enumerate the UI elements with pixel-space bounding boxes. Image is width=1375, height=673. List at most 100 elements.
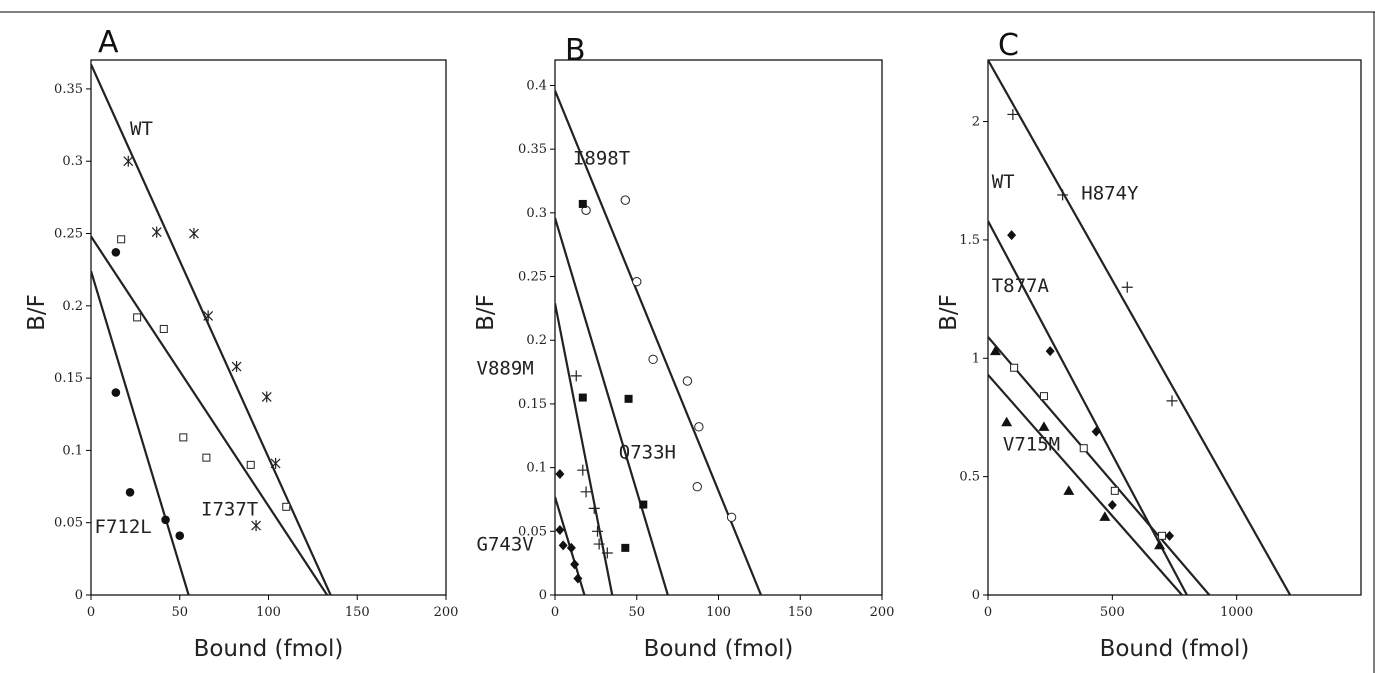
panel-c: C 0 0.5 1 1.5 2 0 500 1000 Bound (fmol) B/F H874Y WT… xyxy=(936,28,1361,662)
panel-b-q733h-point xyxy=(621,544,629,552)
panel-c-label-wt: WT xyxy=(992,171,1015,193)
panel-b-g743v-point xyxy=(570,559,579,569)
panel-b-q733h-point xyxy=(579,394,587,402)
panel-a: A 0 0.05 0.1 0.15 0.2 0.25 0.3 0.35 0 50 100 150 200 B… xyxy=(24,25,458,662)
panel-a-i737t-point xyxy=(283,503,290,510)
panel-a-wt-point xyxy=(271,458,280,469)
panel-b-v889m-fit-line xyxy=(555,303,612,595)
panel-c-v715m-point xyxy=(1063,485,1074,495)
panel-b-y-tick-label: 0 xyxy=(539,588,547,603)
panel-b-i898t-point xyxy=(633,277,641,285)
panel-a-f712l-point xyxy=(112,388,121,397)
panel-b-y-tick-label: 0.1 xyxy=(526,461,547,476)
panel-a-i737t-point xyxy=(160,325,167,332)
panel-a-wt-point xyxy=(189,228,198,239)
panel-a-wt-point xyxy=(232,361,241,372)
panel-c-y-axis-title: B/F xyxy=(936,294,962,331)
panel-c-t877a-point xyxy=(1159,532,1166,539)
panel-a-x-tick-label: 150 xyxy=(345,605,370,620)
panel-b-x-tick-label: 0 xyxy=(551,605,559,620)
panel-a-wt-point xyxy=(152,227,161,238)
panel-b-label-v889m: V889M xyxy=(477,358,534,380)
panel-a-letter: A xyxy=(98,25,119,60)
panel-c-v715m-point xyxy=(1038,421,1049,431)
panel-b-i898t-point xyxy=(693,483,701,491)
panel-a-wt-point xyxy=(124,156,133,167)
panel-c-label-h874y: H874Y xyxy=(1081,183,1139,205)
panel-a-label-f712l: F712L xyxy=(95,516,152,538)
panel-a-i737t-point xyxy=(203,454,210,461)
panel-c-wt-point xyxy=(1165,531,1174,541)
panel-b-i898t-point xyxy=(727,513,735,521)
panel-a-x-tick-label: 50 xyxy=(171,605,188,620)
panel-b-plot-frame xyxy=(555,60,882,595)
panel-a-wt-point xyxy=(262,391,271,402)
panel-b-y-tick-label: 0.2 xyxy=(526,333,547,348)
panel-a-i737t-fit-line xyxy=(91,236,327,595)
panel-c-label-t877a: T877A xyxy=(992,275,1050,297)
panel-b-y-tick-label: 0.4 xyxy=(526,78,547,93)
panel-b-q733h-point xyxy=(625,395,633,403)
panel-b-label-g743v: G743V xyxy=(477,533,534,555)
panel-c-letter: C xyxy=(998,28,1019,63)
panel-c-t877a-point xyxy=(1040,393,1047,400)
panel-c-t877a-point xyxy=(1080,445,1087,452)
panel-a-f712l-point xyxy=(112,248,121,257)
panel-c-h874y-point xyxy=(1122,282,1133,293)
panel-c-t877a-point xyxy=(1011,364,1018,371)
panel-a-y-tick-label: 0.15 xyxy=(54,371,83,386)
panel-a-y-tick-label: 0.3 xyxy=(62,154,83,169)
panel-b-y-tick-label: 0.35 xyxy=(518,142,547,157)
panel-b-g743v-point xyxy=(559,540,568,550)
panel-b-x-tick-label: 50 xyxy=(628,605,645,620)
panel-b-label-q733h: Q733H xyxy=(619,442,676,464)
panel-c-y-tick-label: 2 xyxy=(972,115,980,130)
panel-a-y-tick-label: 0.35 xyxy=(54,82,83,97)
panel-a-x-tick-label: 0 xyxy=(87,605,95,620)
panel-c-t877a-fit-line xyxy=(988,337,1209,595)
panel-b: B00.050.10.150.20.250.30.350.40 50 100 150 2… xyxy=(473,33,894,662)
panel-c-x-tick-label: 1000 xyxy=(1220,605,1253,620)
panel-c-h874y-point xyxy=(1167,395,1178,406)
panel-b-q733h-point xyxy=(639,501,647,509)
panel-b-i898t-point xyxy=(621,196,629,204)
panel-b-y-tick-label: 0.3 xyxy=(526,206,547,221)
panel-a-i737t-point xyxy=(118,236,125,243)
panel-a-x-tick-label: 100 xyxy=(256,605,281,620)
panel-b-i898t-point xyxy=(695,423,703,431)
panel-a-f712l-point xyxy=(161,516,170,525)
panel-b-v889m-point xyxy=(571,370,582,381)
panel-b-x-tick-label: 150 xyxy=(788,605,813,620)
panel-c-label-v715m: V715M xyxy=(1003,434,1060,456)
panel-b-q733h-fit-line xyxy=(555,218,668,595)
panel-a-y-tick-label: 0.25 xyxy=(54,227,83,242)
panel-b-v889m-point xyxy=(589,503,600,514)
panel-a-i737t-point xyxy=(247,461,254,468)
panel-b-x-tick-label: 100 xyxy=(706,605,731,620)
panel-c-v715m-fit-line xyxy=(988,375,1182,595)
panel-b-x-axis-title: Bound (fmol) xyxy=(644,636,794,662)
panel-a-y-axis-title: B/F xyxy=(24,294,50,331)
panel-a-wt-point xyxy=(252,520,261,531)
panel-a-label-wt: WT xyxy=(130,118,153,140)
panel-c-y-tick-label: 0.5 xyxy=(959,470,980,485)
panel-a-y-tick-label: 0.2 xyxy=(62,299,83,314)
panel-a-x-axis-title: Bound (fmol) xyxy=(194,636,344,662)
panel-c-y-tick-label: 0 xyxy=(972,588,980,603)
panel-b-g743v-point xyxy=(555,469,564,479)
panel-c-t877a-point xyxy=(1111,487,1118,494)
panel-a-i737t-point xyxy=(134,314,141,321)
panel-a-f712l-point xyxy=(175,531,184,540)
panel-b-label-i898t: I898T xyxy=(573,147,630,169)
panel-a-plot-frame xyxy=(91,60,446,595)
panel-c-v715m-point xyxy=(1001,417,1012,427)
panel-b-y-tick-label: 0.25 xyxy=(518,270,547,285)
panel-c-x-tick-label: 500 xyxy=(1100,605,1125,620)
panel-b-letter: B xyxy=(565,33,586,68)
panel-c-x-axis-title: Bound (fmol) xyxy=(1100,636,1250,662)
panel-a-i737t-point xyxy=(180,434,187,441)
panel-b-i898t-point xyxy=(683,377,691,385)
panel-b-y-tick-label: 0.15 xyxy=(518,397,547,412)
panel-b-x-tick-label: 200 xyxy=(870,605,895,620)
